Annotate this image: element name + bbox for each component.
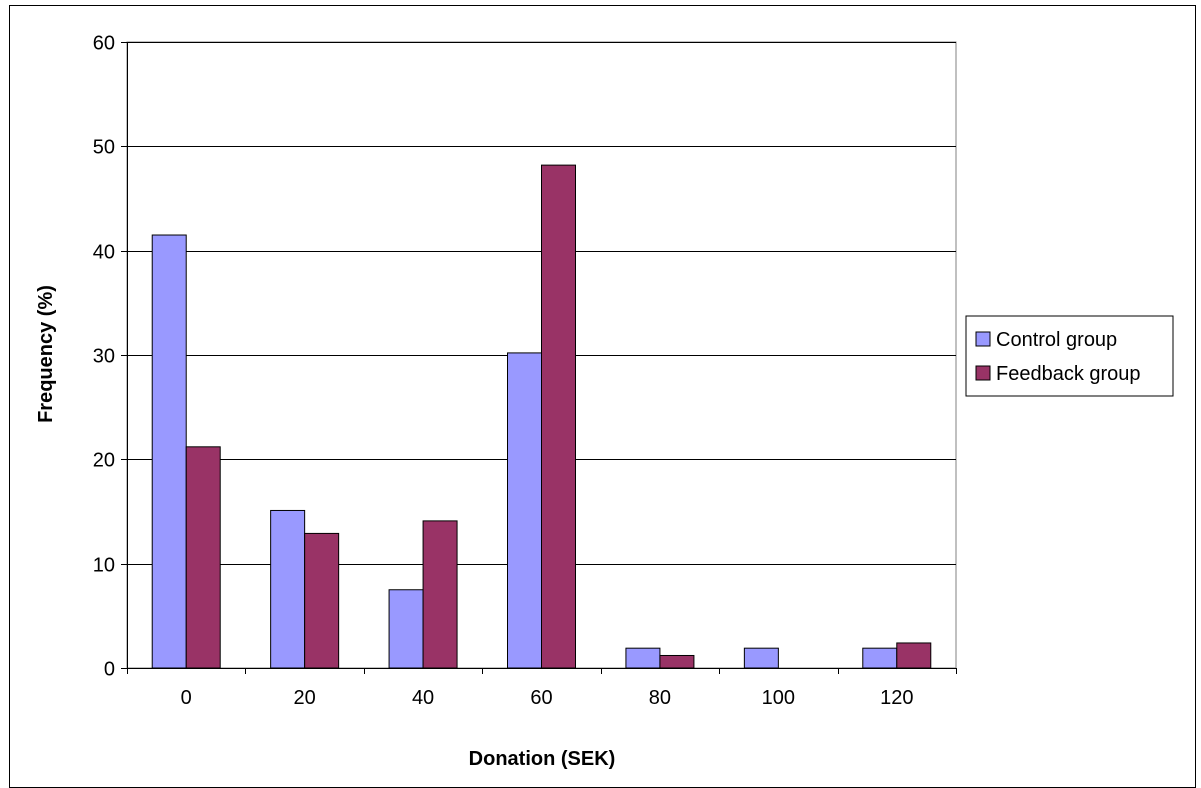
y-axis-title: Frequency (%) — [35, 285, 57, 423]
axes — [121, 42, 957, 674]
x-tick-label: 20 — [294, 687, 316, 709]
bars — [151, 164, 932, 669]
tick-labels: 0 10 20 30 40 50 60 0 20 40 60 80 100 120 — [93, 33, 914, 710]
bar — [541, 164, 576, 669]
legend-swatch — [975, 331, 991, 347]
bar — [659, 654, 695, 669]
legend-swatch — [975, 365, 991, 381]
y-tick-label: 10 — [93, 555, 115, 577]
y-tick-label: 0 — [104, 659, 115, 681]
y-tick-label: 20 — [93, 450, 115, 472]
bar — [507, 352, 542, 669]
y-tick-label: 30 — [93, 346, 115, 368]
x-tick-label: 80 — [649, 687, 671, 709]
bar — [422, 520, 458, 669]
bar — [862, 647, 898, 669]
y-tick-label: 50 — [93, 137, 115, 159]
bar — [743, 647, 779, 669]
bar — [270, 509, 306, 669]
bar — [151, 234, 187, 669]
x-tick-label: 40 — [412, 687, 434, 709]
bar — [896, 642, 932, 669]
legend-box — [965, 315, 1174, 397]
x-tick-label: 0 — [181, 687, 192, 709]
legend-label: Feedback group — [996, 363, 1141, 385]
x-tick-label: 60 — [530, 687, 552, 709]
x-axis-title: Donation (SEK) — [469, 748, 616, 770]
x-tick-label: 100 — [762, 687, 795, 709]
bar — [625, 647, 661, 669]
bar — [388, 589, 424, 669]
bar — [185, 446, 221, 669]
bar — [304, 532, 340, 669]
legend-label: Control group — [996, 329, 1117, 351]
legend: Control group Feedback group — [965, 315, 1174, 397]
y-tick-label: 60 — [93, 33, 115, 55]
y-tick-label: 40 — [93, 242, 115, 264]
x-tick-label: 120 — [880, 687, 913, 709]
